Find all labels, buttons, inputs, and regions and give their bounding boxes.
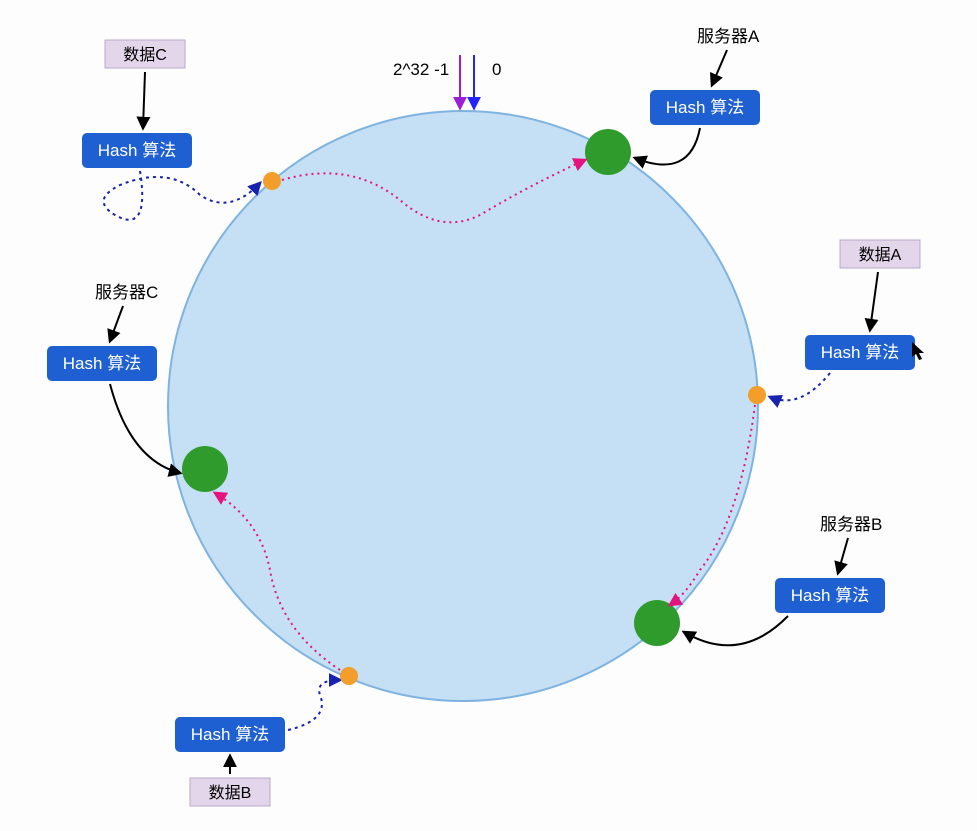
svg-text:数据C: 数据C [123,46,167,64]
server-a-label-arrow [712,50,727,85]
data-a-hash-arrow [770,373,830,400]
svg-text:Hash 算法: Hash 算法 [821,343,899,362]
data-b-dot [340,667,358,685]
server-b-label: 服务器B [820,515,882,534]
server-b-label-arrow [838,538,848,573]
data-a-dot [748,386,766,404]
svg-text:Hash 算法: Hash 算法 [666,98,744,117]
data-a-hash-box: Hash 算法 [805,335,915,370]
server-c-hash-box: Hash 算法 [47,346,157,381]
data-b-label-box: 数据B [190,778,270,806]
svg-text:Hash 算法: Hash 算法 [98,141,176,160]
max-value-label: 2^32 -1 [393,60,449,79]
svg-text:数据B: 数据B [209,784,252,802]
svg-text:数据A: 数据A [859,246,902,264]
data-a-label-arrow [870,272,878,330]
server-b-node [634,600,680,646]
data-a-label-box: 数据A [840,240,920,268]
svg-text:Hash 算法: Hash 算法 [63,354,141,373]
server-a-hash-arrow [635,128,700,165]
data-c-label-box: 数据C [105,40,185,68]
data-b-hash-arrow [288,680,340,730]
data-c-hash-arrow [104,171,260,220]
data-c-dot [263,172,281,190]
server-a-hash-box: Hash 算法 [650,90,760,125]
zero-value-label: 0 [492,60,501,79]
server-c-node [182,446,228,492]
hash-ring-diagram: 2^32 -1 0 服务器A Hash 算法 服务器B Hash 算法 服务器C… [0,0,977,831]
data-b-hash-box: Hash 算法 [175,717,285,752]
data-c-hash-box: Hash 算法 [82,133,192,168]
data-c-label-arrow [143,72,145,128]
server-b-hash-arrow [684,616,788,645]
server-a-node [585,129,631,175]
server-c-label-arrow [110,306,123,341]
server-c-label: 服务器C [95,283,158,302]
server-b-hash-box: Hash 算法 [775,578,885,613]
svg-text:Hash 算法: Hash 算法 [191,725,269,744]
server-a-label: 服务器A [697,27,760,46]
svg-text:Hash 算法: Hash 算法 [791,586,869,605]
